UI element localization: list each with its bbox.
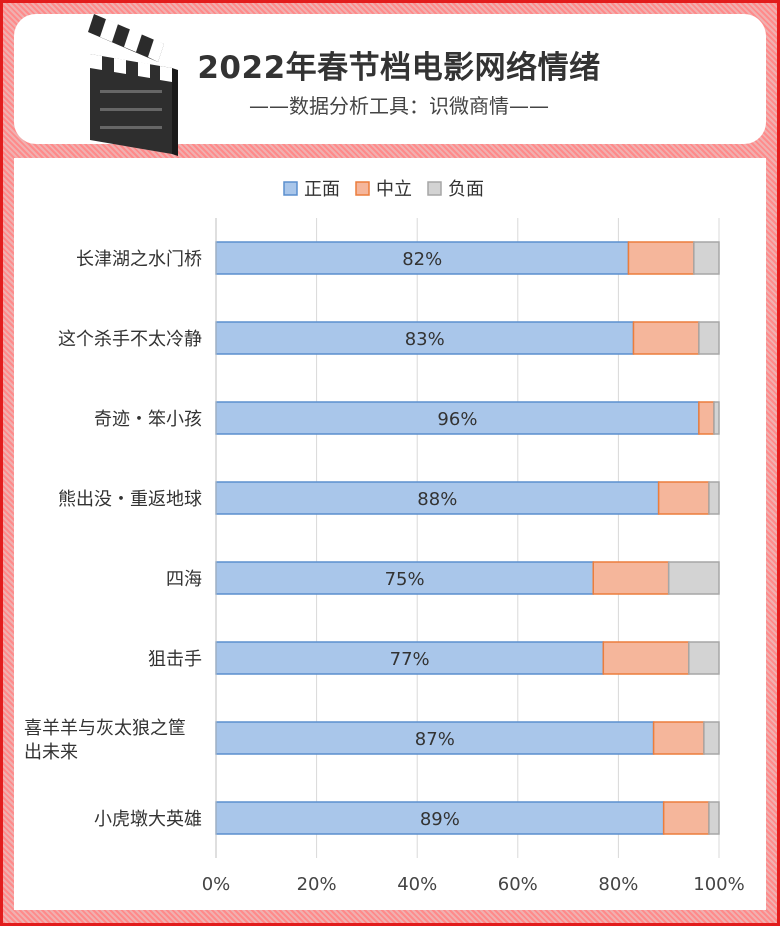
x-tick-label: 0% bbox=[202, 874, 231, 895]
legend-label: 中立 bbox=[376, 179, 412, 200]
x-tick-label: 80% bbox=[598, 874, 638, 895]
x-tick-label: 100% bbox=[693, 874, 744, 895]
bar-segment-2 bbox=[708, 481, 720, 515]
bar-segment-1 bbox=[592, 561, 670, 595]
category-label: 四海 bbox=[166, 569, 202, 590]
bar-segment-2 bbox=[698, 321, 720, 355]
category-label: 小虎墩大英雄 bbox=[94, 809, 202, 830]
legend-swatch bbox=[427, 181, 442, 196]
bar-segment-2 bbox=[688, 641, 720, 675]
x-tick-label: 40% bbox=[397, 874, 437, 895]
chart-panel: 0% 20% 40% 60% 80% 100% 82% 长津湖之水门桥 83% 这个杀手不太冷静 9… bbox=[14, 158, 766, 910]
category-label: 熊出没・重返地球 bbox=[58, 489, 202, 510]
data-label: 83% bbox=[405, 329, 445, 350]
bar-segment-2 bbox=[693, 241, 720, 275]
bar-segment-2 bbox=[708, 801, 720, 835]
data-label: 77% bbox=[390, 649, 430, 670]
legend-swatch bbox=[283, 181, 298, 196]
bar-segment-2 bbox=[703, 721, 720, 755]
clapperboard-icon bbox=[88, 14, 178, 156]
category-label: 长津湖之水门桥 bbox=[76, 249, 202, 270]
bar-segment-1 bbox=[627, 241, 695, 275]
bar-segment-2 bbox=[667, 561, 720, 595]
legend-label: 正面 bbox=[304, 179, 340, 200]
legend-swatch bbox=[355, 181, 370, 196]
bar-segment-2 bbox=[713, 401, 720, 435]
page-subtitle: ——数据分析工具：识微商情—— bbox=[249, 94, 549, 118]
category-label: 喜羊羊与灰太狼之筐 bbox=[24, 718, 186, 739]
data-label: 75% bbox=[385, 569, 425, 590]
bar-segment-1 bbox=[662, 801, 710, 835]
bar-segment-1 bbox=[657, 481, 710, 515]
page-title: 2022年春节档电影网络情绪 bbox=[197, 50, 601, 86]
data-label: 96% bbox=[437, 409, 477, 430]
bar-segment-0 bbox=[215, 721, 655, 755]
category-label: 奇迹・笨小孩 bbox=[94, 409, 202, 430]
data-label: 82% bbox=[402, 249, 442, 270]
bar-segment-1 bbox=[652, 721, 705, 755]
bar-segment-0 bbox=[215, 241, 630, 275]
data-label: 89% bbox=[420, 809, 460, 830]
bar-segment-1 bbox=[602, 641, 690, 675]
category-label: 狙击手 bbox=[148, 649, 202, 670]
data-label: 87% bbox=[415, 729, 455, 750]
x-tick-label: 60% bbox=[498, 874, 538, 895]
data-label: 88% bbox=[417, 489, 457, 510]
stacked-bar-chart: 0% 20% 40% 60% 80% 100% 82% 长津湖之水门桥 83% 这个杀手不太冷静 9… bbox=[24, 179, 745, 895]
category-label: 这个杀手不太冷静 bbox=[58, 329, 202, 350]
category-label: 出未来 bbox=[24, 742, 78, 763]
bar-segment-1 bbox=[632, 321, 700, 355]
bar-segment-1 bbox=[698, 401, 715, 435]
legend-label: 负面 bbox=[448, 179, 484, 200]
x-tick-label: 20% bbox=[297, 874, 337, 895]
